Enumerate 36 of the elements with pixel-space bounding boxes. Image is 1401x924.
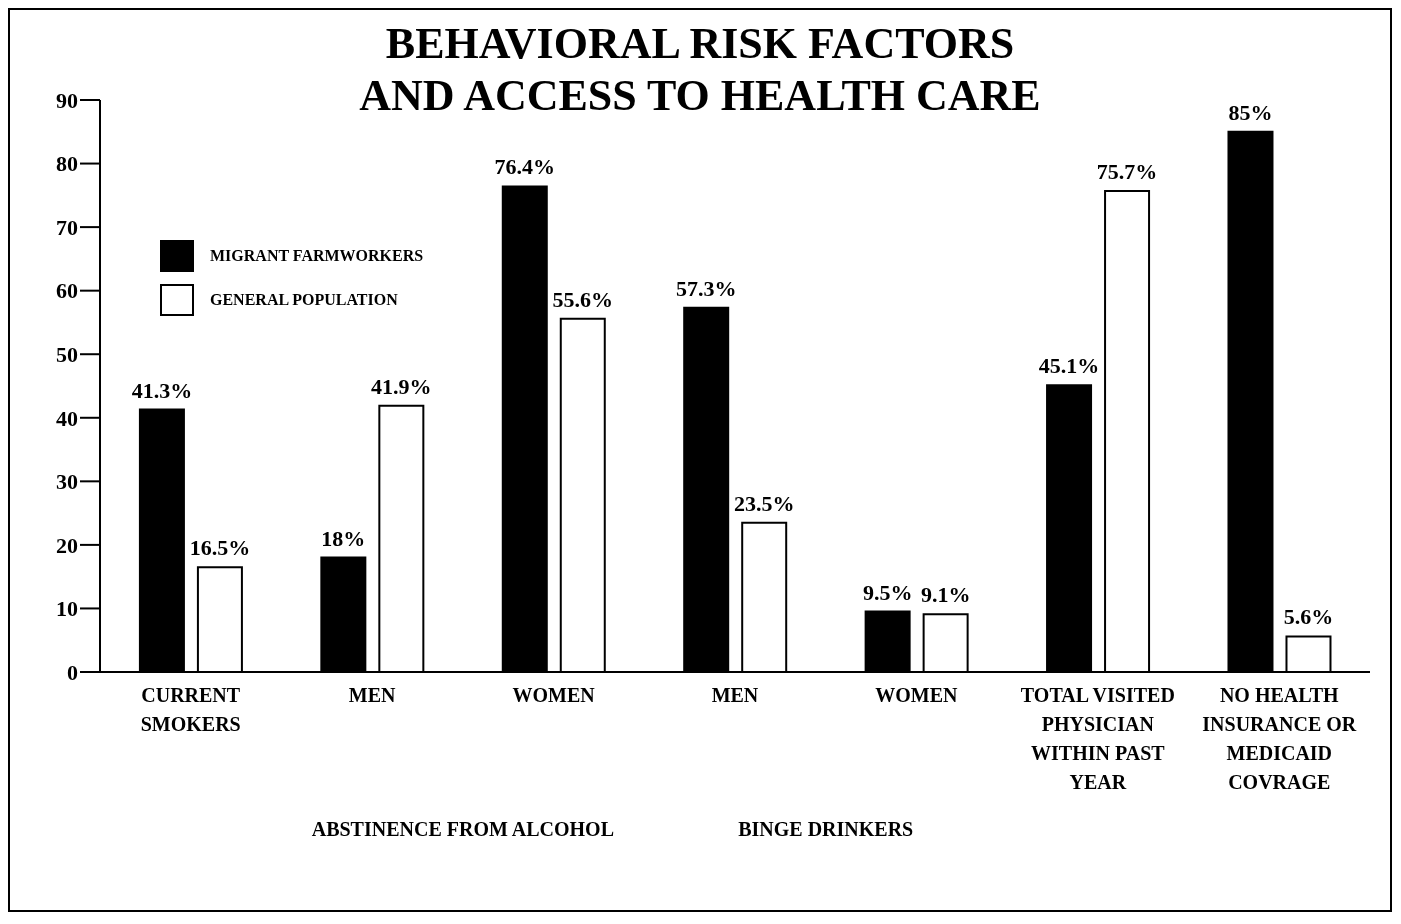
data-label: 76.4% <box>494 154 556 180</box>
data-label: 9.1% <box>920 582 971 608</box>
y-tick-label: 50 <box>56 342 78 368</box>
x-tick-label: MEN <box>348 684 397 706</box>
y-tick-label: 0 <box>67 659 78 685</box>
chart-title: BEHAVIORAL RISK FACTORS AND ACCESS TO HEALTH CARE <box>359 19 1041 120</box>
data-label: 5.6% <box>1283 604 1334 630</box>
x-tick-label: CURRENT SMOKERS <box>140 684 241 735</box>
x-tick-label: WOMEN <box>875 684 959 706</box>
data-label: 85% <box>1228 99 1273 125</box>
data-label: 16.5% <box>189 535 251 561</box>
y-tick-label: 30 <box>56 469 78 495</box>
y-tick-label: 10 <box>56 596 78 622</box>
x-tick-label: WOMEN <box>512 684 596 706</box>
legend-label: GENERAL POPULATION <box>210 291 398 309</box>
data-label: 41.3% <box>131 377 193 403</box>
data-label: 75.7% <box>1096 158 1158 184</box>
data-label: 41.9% <box>371 373 432 399</box>
x-tick-label: NO HEALTH INSURANCE OR MEDICAID COVRAGE <box>1202 684 1357 793</box>
y-tick-label: 80 <box>56 151 78 177</box>
data-label: 57.3% <box>675 275 737 301</box>
y-tick-label: 90 <box>56 87 78 113</box>
data-label: 45.1% <box>1038 353 1100 379</box>
data-label: 55.6% <box>552 286 614 312</box>
data-label: 23.5% <box>733 490 795 516</box>
x-tick-label: TOTAL VISITED PHYSICIAN WITHIN PAST YEAR <box>1020 684 1175 793</box>
text: ABSTINENCE FROM ALCOHOL <box>310 818 615 841</box>
y-tick-label: 20 <box>56 532 78 558</box>
data-label: 18% <box>321 525 366 551</box>
y-tick-label: 70 <box>56 214 78 240</box>
data-label: 9.5% <box>862 579 913 605</box>
y-tick-label: 60 <box>56 278 78 304</box>
y-tick-label: 40 <box>56 405 78 431</box>
x-tick-label: MEN <box>711 684 759 706</box>
text: BINGE DRINKERS <box>737 818 915 841</box>
legend-label: MIGRANT FARMWORKERS <box>210 247 424 265</box>
